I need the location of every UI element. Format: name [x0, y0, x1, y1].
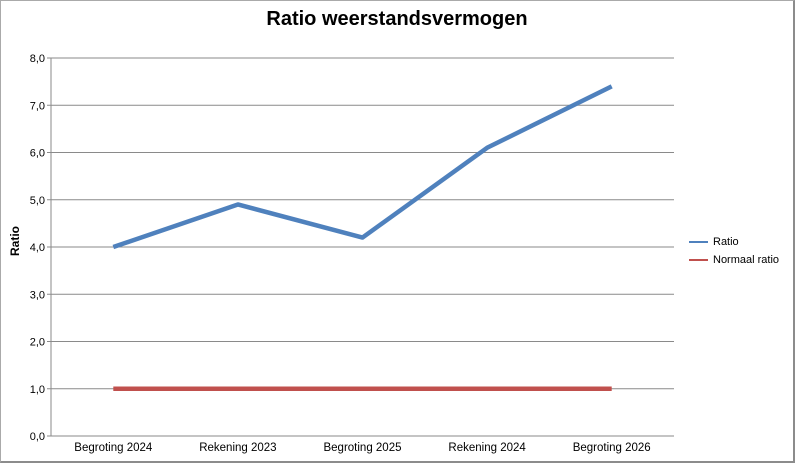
legend: Ratio Normaal ratio [689, 233, 779, 269]
legend-label: Normaal ratio [713, 254, 780, 266]
legend-item: Ratio [689, 233, 779, 251]
y-tick-label: 3,0 [30, 289, 45, 301]
y-tick-label: 7,0 [30, 100, 45, 112]
y-tick-label: 6,0 [30, 148, 45, 160]
series-line-ratio [112, 84, 613, 250]
y-tick-label: 0,0 [30, 431, 45, 443]
y-tick-label: 5,0 [30, 195, 45, 207]
y-tick-label: 1,0 [30, 384, 45, 396]
y-tick-label: 8,0 [30, 53, 45, 65]
x-category-label: Rekening 2023 [199, 442, 276, 454]
x-category-label: Begroting 2024 [74, 442, 153, 454]
legend-item: Normaal ratio [689, 251, 779, 269]
legend-label: Ratio [713, 236, 739, 248]
x-category-label: Begroting 2026 [573, 442, 651, 454]
x-category-label: Begroting 2025 [323, 442, 401, 454]
legend-line-swatch [689, 259, 708, 261]
x-category-label: Rekening 2024 [448, 442, 526, 454]
y-tick-label: 2,0 [30, 337, 45, 349]
y-tick-label: 4,0 [30, 242, 45, 254]
legend-line-swatch [689, 241, 708, 243]
chart-title: Ratio weerstandsvermogen [266, 8, 528, 30]
